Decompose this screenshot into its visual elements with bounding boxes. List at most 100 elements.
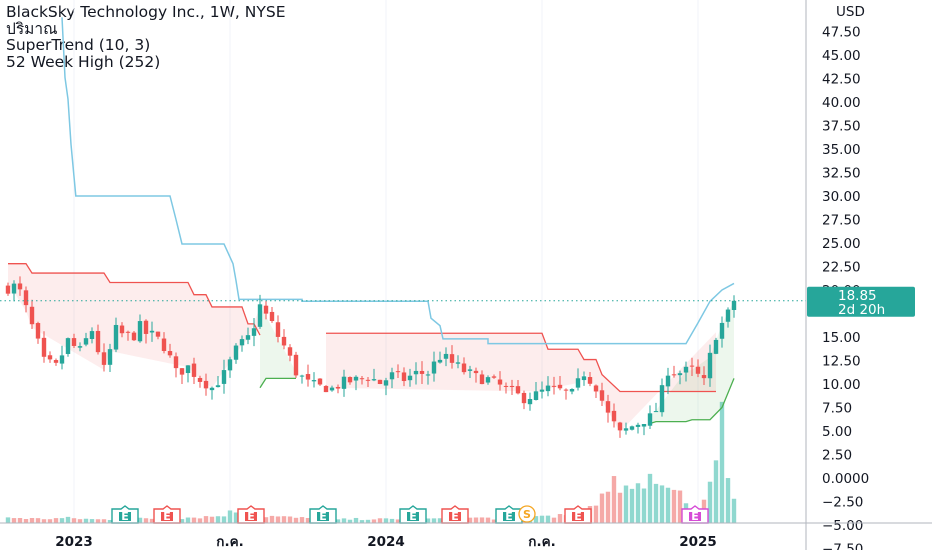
candle-body	[527, 399, 533, 405]
earnings-event-marker[interactable]: E	[153, 505, 181, 524]
bar-countdown-label: 2d 20h	[838, 302, 885, 318]
candle-body	[257, 304, 263, 327]
candle-body	[689, 365, 695, 367]
candle-body	[101, 352, 107, 365]
earnings-event-marker[interactable]: E	[495, 505, 523, 524]
event-label: S	[523, 508, 531, 521]
last-price-label: 18.85	[838, 288, 877, 304]
candle-body	[287, 347, 293, 356]
volume-bar	[641, 488, 647, 523]
candle-body	[263, 305, 269, 314]
volume-bar	[197, 518, 203, 523]
supertrend-down-line	[326, 332, 716, 393]
candle-body	[173, 356, 179, 369]
candle-body	[179, 368, 185, 375]
candle-body	[185, 365, 191, 374]
candle-body	[17, 283, 23, 290]
volume-bar	[605, 491, 611, 523]
legend-supertrend[interactable]: SuperTrend (10, 3)	[6, 36, 151, 54]
candle-body	[647, 413, 653, 426]
candle-body	[437, 359, 443, 363]
candle-body	[395, 371, 401, 373]
candle-body	[539, 389, 545, 392]
volume-bar	[491, 519, 497, 523]
candle-body	[161, 338, 167, 351]
price-tick-label: −5.00	[822, 518, 863, 534]
volume-bar	[473, 517, 479, 523]
legend-symbol[interactable]: BlackSky Technology Inc., 1W, NYSE	[6, 3, 286, 21]
volume-bar	[341, 518, 347, 523]
volume-bar	[293, 517, 299, 523]
volume-bar	[17, 518, 23, 523]
candle-body	[137, 321, 143, 342]
volume-bar	[539, 515, 545, 523]
last-price-box	[807, 286, 915, 317]
candle-body	[605, 401, 611, 413]
volume-bar	[659, 485, 665, 523]
volume-bar	[653, 483, 659, 523]
price-axis[interactable]: 47.50 45.00 42.50 40.00 37.50 35.00 32.50 30.00…	[805, 0, 869, 550]
volume-bar	[305, 517, 311, 523]
price-tick-label: 10.00	[822, 377, 861, 393]
candle-body	[713, 339, 719, 354]
candle-body	[671, 374, 677, 376]
split-event-marker[interactable]: S	[518, 505, 536, 523]
time-axis[interactable]: 2023 ก.ค. 2024 ก.ค. 2025	[0, 522, 932, 550]
candle-body	[521, 392, 527, 404]
candle-body	[545, 385, 551, 392]
candle-body	[377, 379, 383, 384]
volume-bar	[83, 518, 89, 523]
candle-body	[479, 374, 485, 385]
price-tick-label: 47.50	[822, 25, 861, 41]
candle-body	[497, 379, 503, 385]
earnings-event-marker[interactable]: E	[564, 505, 592, 524]
price-tick-label: 2.50	[822, 448, 852, 464]
volume-bar	[389, 518, 395, 523]
earnings-event-marker[interactable]: E	[309, 505, 337, 524]
legend-volume[interactable]: ปริมาณ	[6, 19, 58, 38]
candle-body	[653, 411, 659, 413]
candle-body	[59, 355, 65, 364]
candle-body	[53, 360, 59, 363]
volume-bar	[191, 517, 197, 523]
volume-bar	[635, 483, 641, 523]
candle-body	[503, 385, 509, 387]
candle-body	[695, 366, 701, 374]
earnings-event-marker[interactable]: E	[237, 505, 265, 524]
candle-body	[131, 332, 137, 341]
volume-bar	[431, 518, 437, 523]
candle-body	[197, 377, 203, 382]
candle-body	[293, 354, 299, 376]
volume-bar	[11, 518, 17, 523]
volume-bar	[353, 517, 359, 523]
earnings-event-marker[interactable]: E	[399, 505, 427, 524]
volume-bar	[221, 516, 227, 523]
price-tick-label: 0.0000	[822, 471, 869, 487]
volume-bar	[263, 517, 269, 523]
volume-bar	[281, 516, 287, 523]
candle-body	[551, 385, 557, 387]
candle-body	[149, 330, 155, 333]
earnings-event-marker[interactable]: E	[111, 505, 139, 524]
candle-body	[587, 377, 593, 384]
candle-body	[95, 330, 101, 353]
candle-body	[563, 389, 569, 391]
currency-label[interactable]: USD	[836, 4, 865, 20]
candle-body	[251, 328, 257, 336]
candle-body	[611, 410, 617, 422]
earnings-event-marker[interactable]: E	[441, 505, 469, 524]
candle-body	[275, 322, 281, 337]
legend-52-week-high[interactable]: 52 Week High (252)	[6, 52, 161, 71]
candle-body	[725, 309, 731, 322]
candle-body	[281, 336, 287, 346]
candle-body	[407, 375, 413, 381]
event-label: E	[319, 510, 327, 523]
earnings-event-marker[interactable]: E	[681, 505, 709, 524]
candle-body	[383, 380, 389, 386]
candle-body	[443, 353, 449, 359]
supertrend-up-line	[649, 378, 735, 425]
price-tick-label: 12.50	[822, 354, 861, 370]
candle-body	[485, 377, 491, 383]
